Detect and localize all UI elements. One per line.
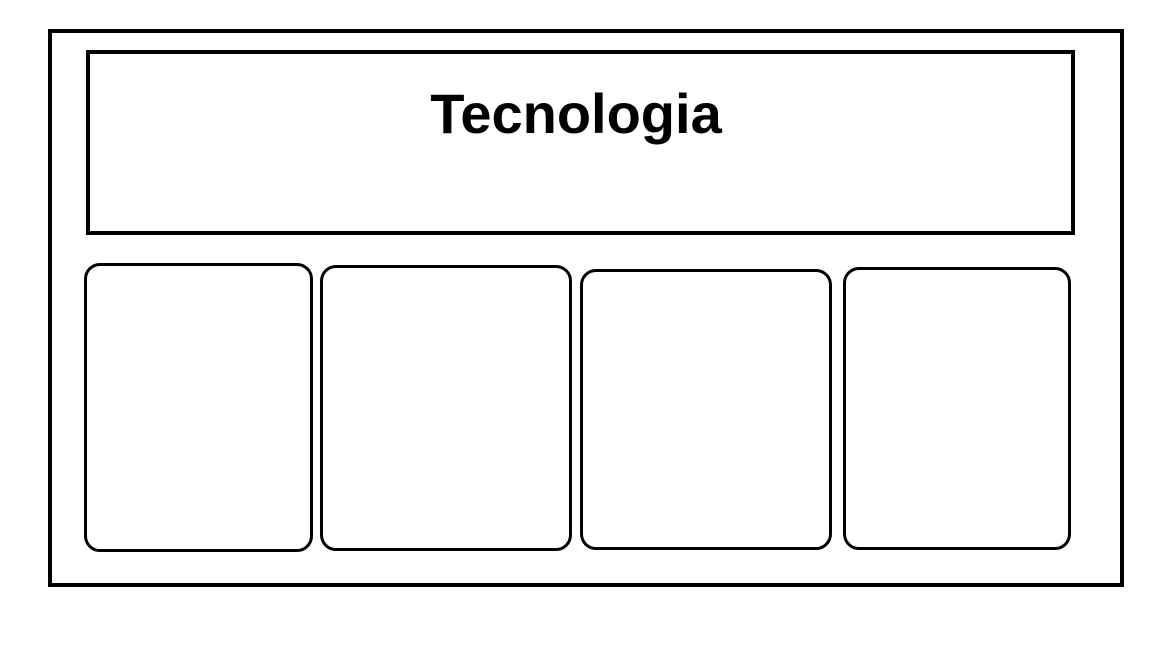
page-title: Tecnologia: [430, 82, 722, 145]
content-card-2[interactable]: [320, 265, 572, 551]
content-card-4[interactable]: [843, 267, 1071, 550]
content-card-1[interactable]: [84, 263, 313, 552]
header-banner: [86, 50, 1075, 235]
content-card-3[interactable]: [580, 269, 832, 550]
